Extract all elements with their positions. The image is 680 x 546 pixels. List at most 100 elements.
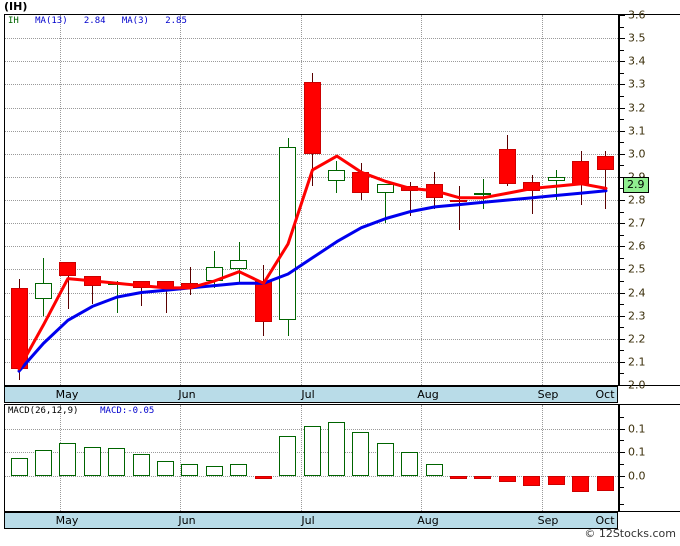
macd-histogram-bar	[425, 463, 443, 476]
candlestick-body	[230, 260, 248, 270]
price-axis-tick-mark	[620, 153, 625, 155]
price-gridline-v	[421, 15, 422, 385]
candlestick-wick	[67, 262, 69, 309]
price-axis-tick-label: 2.5	[628, 262, 646, 276]
macd-axis-tick-mark-minor	[620, 440, 624, 442]
price-axis-tick-label: 2.3	[628, 309, 646, 323]
macd-gridline-v	[180, 405, 181, 511]
price-axis-tick-label: 2.0	[628, 378, 646, 392]
legend-symbol: IH	[8, 16, 19, 26]
legend-macd-label: MACD(26,12,9)	[8, 406, 79, 416]
watermark: © 12Stocks.com	[584, 527, 676, 540]
price-gridline-h	[5, 292, 618, 294]
price-month-label: Jul	[301, 388, 315, 401]
macd-histogram-bar	[132, 453, 150, 476]
macd-histogram-bar	[450, 475, 467, 479]
price-plot-area[interactable]	[5, 15, 618, 385]
price-axis-tick-mark-minor	[620, 257, 624, 259]
macd-plot-area[interactable]	[5, 405, 618, 511]
price-axis-tick-mark-minor	[620, 95, 624, 97]
price-axis-tick-mark	[620, 269, 625, 271]
macd-histogram-bar	[596, 475, 614, 492]
price-axis-tick-mark-minor	[620, 234, 624, 236]
price-x-axis-month-band: May Jun Jul Aug Sep Oct	[4, 386, 618, 403]
price-month-label: Sep	[537, 388, 559, 401]
price-axis-tick-mark-minor	[620, 350, 624, 352]
price-chart-panel[interactable]: IH MA(13) 2.84 MA(3) 2.85	[4, 14, 618, 386]
macd-axis-tick-label: 0.1	[628, 422, 646, 436]
macd-histogram-bar	[572, 475, 590, 493]
macd-y-axis: 0.1 0.1 0.0	[618, 404, 680, 512]
page-title: (IH)	[4, 0, 28, 13]
candlestick-body	[498, 149, 516, 184]
price-axis-tick-label: 3.0	[628, 147, 646, 161]
price-axis-tick-label: 3.3	[628, 77, 646, 91]
macd-month-label: Oct	[595, 514, 615, 527]
price-axis-tick-mark	[620, 38, 625, 40]
candlestick-body	[523, 181, 541, 191]
macd-chart-panel[interactable]: MACD(26,12,9) MACD:-0.05	[4, 404, 618, 512]
price-gridline-h	[5, 269, 618, 271]
price-axis-tick-mark	[620, 130, 625, 132]
macd-histogram-bar	[474, 475, 492, 480]
candlestick-body	[596, 156, 614, 170]
price-axis-tick-mark	[620, 385, 625, 386]
price-month-label: Jun	[178, 388, 196, 401]
macd-histogram-bar	[376, 442, 394, 476]
price-axis-tick-label: 2.8	[628, 193, 646, 207]
price-month-label: Oct	[595, 388, 615, 401]
macd-axis-tick-label: 0.1	[628, 445, 646, 459]
price-gridline-h	[5, 200, 618, 201]
macd-axis-tick-mark-minor	[620, 416, 624, 418]
macd-histogram-bar	[157, 461, 174, 476]
candlestick-body	[59, 262, 77, 277]
price-axis-tick-label: 2.4	[628, 286, 646, 299]
candlestick-body	[303, 82, 321, 154]
price-axis-tick-mark	[620, 176, 625, 178]
candlestick-body	[547, 176, 565, 182]
candlestick-body	[34, 283, 52, 300]
macd-histogram-bar	[181, 464, 199, 476]
price-legend: IH MA(13) 2.84 MA(3) 2.85	[8, 16, 187, 27]
legend-ma3-value: 2.85	[165, 16, 187, 26]
macd-histogram-bar	[108, 448, 126, 476]
price-axis-tick-mark	[620, 223, 625, 225]
ma-line-ma3	[17, 154, 608, 371]
price-axis-tick-mark	[620, 361, 625, 363]
macd-histogram-bar	[498, 475, 516, 483]
price-axis-tick-label: 3.5	[628, 31, 646, 45]
macd-legend: MACD(26,12,9) MACD:-0.05	[8, 406, 154, 417]
macd-gridline-h	[5, 475, 618, 477]
price-axis-tick-label: 3.6	[628, 8, 646, 22]
macd-histogram-bar	[230, 463, 248, 476]
candlestick-body	[474, 193, 492, 196]
macd-gridline-v	[301, 405, 302, 511]
price-axis-tick-mark-minor	[620, 280, 624, 282]
candlestick-body	[450, 200, 467, 203]
price-axis-tick-mark	[620, 315, 625, 317]
macd-axis-tick-mark	[620, 428, 625, 430]
candlestick-wick	[605, 151, 606, 210]
price-gridline-v	[180, 15, 181, 385]
macd-month-label: May	[55, 514, 79, 527]
price-axis-tick-mark-minor	[620, 304, 624, 306]
price-gridline-h	[5, 223, 618, 225]
candlestick-wick	[92, 276, 94, 305]
price-axis-tick-label: 2.1	[628, 355, 646, 369]
price-axis-tick-mark-minor	[620, 142, 624, 144]
macd-month-label: Jul	[301, 514, 315, 527]
macd-histogram-bar	[352, 432, 370, 476]
price-gridline-h	[5, 361, 618, 363]
price-axis-tick-mark	[620, 15, 625, 16]
legend-ma13-value: 2.84	[83, 16, 106, 26]
price-axis-tick-mark	[620, 338, 625, 340]
candlestick-wick	[409, 181, 411, 217]
price-axis-tick-mark	[620, 107, 625, 109]
price-axis-tick-mark-minor	[620, 373, 624, 375]
macd-axis-tick-mark-minor	[620, 503, 624, 505]
price-gridline-v	[542, 15, 543, 385]
legend-macd-value: MACD:-0.05	[100, 406, 155, 416]
price-axis-tick-mark	[620, 84, 625, 86]
macd-histogram-bar	[34, 449, 52, 476]
